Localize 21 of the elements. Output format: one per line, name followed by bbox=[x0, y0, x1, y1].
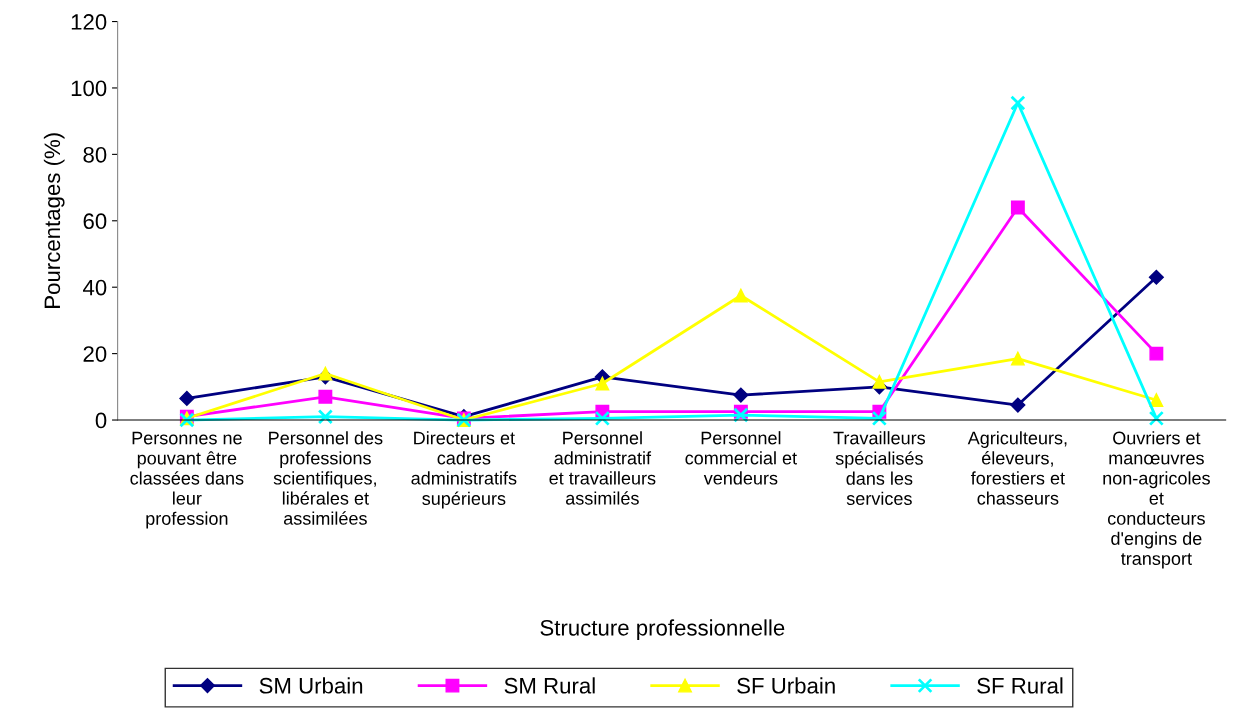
x-tick-label: Personnel des professions scientifiques, libérales et assimilées bbox=[269, 431, 383, 525]
x-tick-label: Personnel administratif et travailleurs assimilés bbox=[549, 431, 656, 505]
y-tick-label: 20 bbox=[83, 346, 107, 362]
x-axis-title: Structure professionnelle bbox=[540, 619, 785, 641]
y-tick-label: 60 bbox=[83, 213, 107, 230]
x-tick-label: Ouvriers et manœuvres non-agricoles et conducteurs d'engins de transport bbox=[1103, 431, 1210, 569]
legend-label: SF Urbain bbox=[737, 677, 835, 694]
x-tick-label: Personnes ne pouvant être classées dans leur profession bbox=[130, 431, 244, 529]
y-tick-label: 40 bbox=[82, 279, 107, 296]
legend-label: SM Urbain bbox=[259, 677, 363, 694]
y-tick-label: 120 bbox=[71, 14, 107, 30]
legend-label: SF Rural bbox=[977, 677, 1063, 694]
y-tick-label: 100 bbox=[71, 80, 107, 97]
x-tick-label: Personnel commercial et vendeurs bbox=[685, 431, 797, 485]
y-tick-label: 0 bbox=[95, 412, 107, 429]
legend-label: SM Rural bbox=[504, 677, 595, 694]
x-tick-label: Travailleurs spécialisés dans les services bbox=[833, 431, 926, 505]
y-tick-label: 80 bbox=[83, 146, 107, 163]
x-tick-label: Directeurs et cadres administratifs supérieurs bbox=[411, 431, 517, 509]
x-tick-label: Agriculteurs, éleveurs, forestiers et chasseurs bbox=[967, 431, 1067, 505]
y-axis-title: Pourcentages (%) bbox=[43, 133, 65, 308]
